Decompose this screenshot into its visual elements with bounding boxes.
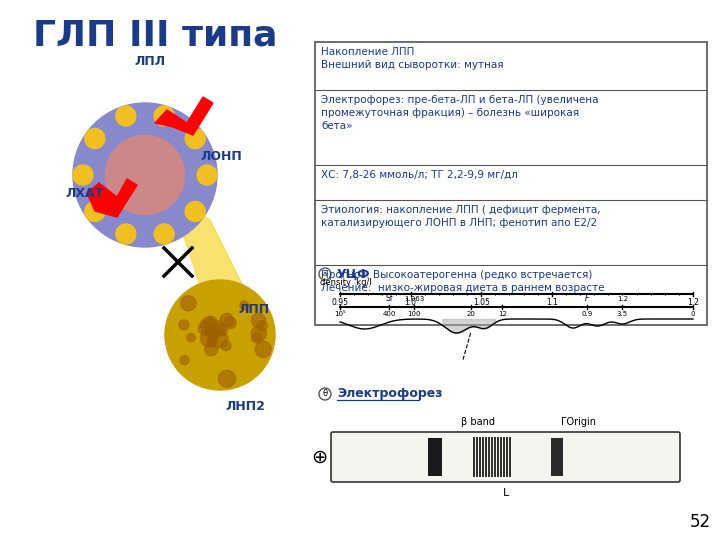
Polygon shape: [170, 195, 255, 310]
Text: 12: 12: [498, 311, 507, 317]
Circle shape: [200, 317, 217, 334]
Text: 1.1: 1.1: [546, 298, 558, 307]
Circle shape: [251, 313, 266, 327]
FancyBboxPatch shape: [491, 437, 493, 477]
Circle shape: [240, 301, 248, 310]
Circle shape: [197, 165, 217, 185]
Text: 0.95: 0.95: [331, 298, 348, 307]
Text: a: a: [323, 271, 327, 277]
Text: 52: 52: [690, 513, 711, 531]
Circle shape: [116, 106, 136, 126]
Text: ЛОНП: ЛОНП: [200, 150, 242, 163]
Circle shape: [179, 320, 189, 330]
Text: 3.5: 3.5: [617, 311, 628, 317]
Circle shape: [218, 370, 235, 387]
Text: 10⁵: 10⁵: [334, 311, 346, 317]
Circle shape: [210, 321, 225, 335]
Text: Прогноз: Высокоатерогенна (редко встречается)
Лечение:  низко-жировая диета в ра: Прогноз: Высокоатерогенна (редко встреча…: [321, 270, 605, 293]
Text: 0: 0: [690, 311, 696, 317]
Circle shape: [154, 106, 174, 126]
Text: 1.0: 1.0: [405, 298, 417, 307]
FancyBboxPatch shape: [551, 438, 563, 476]
FancyBboxPatch shape: [482, 437, 484, 477]
FancyBboxPatch shape: [479, 437, 481, 477]
Circle shape: [200, 329, 218, 347]
Circle shape: [207, 336, 217, 346]
FancyBboxPatch shape: [331, 432, 680, 482]
Circle shape: [204, 316, 217, 330]
Text: ΓOrigin: ΓOrigin: [560, 417, 595, 427]
Circle shape: [257, 320, 267, 331]
Text: ⊕: ⊕: [311, 448, 327, 467]
Circle shape: [220, 313, 233, 327]
Text: F: F: [585, 294, 589, 303]
Text: θ: θ: [323, 389, 328, 399]
Text: Электрофорез: пре-бета-ЛП и бета-ЛП (увеличена
промежуточная фракция) – болезнь : Электрофорез: пре-бета-ЛП и бета-ЛП (уве…: [321, 95, 598, 131]
Text: L: L: [503, 488, 508, 498]
FancyBboxPatch shape: [509, 437, 511, 477]
Circle shape: [116, 224, 136, 244]
Text: ЛПП: ЛПП: [238, 303, 269, 316]
Circle shape: [185, 201, 205, 221]
Circle shape: [204, 343, 218, 356]
FancyBboxPatch shape: [476, 437, 478, 477]
Text: УЦФ: УЦФ: [337, 267, 371, 280]
Circle shape: [199, 321, 212, 335]
Text: β band: β band: [461, 417, 495, 427]
Circle shape: [73, 165, 93, 185]
Circle shape: [186, 333, 195, 342]
Text: Этиология: накопление ЛПП ( дефицит фермента,
катализирующего ЛОНП в ЛНП; феноти: Этиология: накопление ЛПП ( дефицит ферм…: [321, 205, 600, 228]
Circle shape: [207, 338, 216, 346]
FancyBboxPatch shape: [500, 437, 502, 477]
Circle shape: [319, 388, 331, 400]
Text: 1.2: 1.2: [617, 296, 628, 302]
FancyBboxPatch shape: [473, 437, 475, 477]
Text: 20: 20: [466, 311, 475, 317]
FancyBboxPatch shape: [506, 437, 508, 477]
FancyBboxPatch shape: [428, 438, 442, 476]
Circle shape: [185, 129, 205, 148]
Text: 100: 100: [408, 311, 421, 317]
Circle shape: [206, 326, 219, 339]
Text: density  kg/l: density kg/l: [320, 278, 372, 287]
Circle shape: [154, 224, 174, 244]
Circle shape: [255, 341, 271, 357]
Text: ХС: 7,8-26 ммоль/л; ТГ 2,2-9,9 мг/дл: ХС: 7,8-26 ммоль/л; ТГ 2,2-9,9 мг/дл: [321, 170, 518, 180]
Text: 400: 400: [383, 311, 396, 317]
Text: Sf: Sf: [386, 294, 393, 303]
Text: ЛПЛ: ЛПЛ: [135, 55, 166, 68]
Circle shape: [85, 129, 105, 148]
Circle shape: [105, 136, 184, 214]
Text: 1.05: 1.05: [473, 298, 490, 307]
FancyBboxPatch shape: [488, 437, 490, 477]
Circle shape: [252, 333, 262, 343]
Polygon shape: [155, 97, 213, 135]
Text: ГЛП III типа: ГЛП III типа: [32, 18, 277, 52]
Circle shape: [225, 317, 236, 329]
Text: ЛНП2: ЛНП2: [225, 400, 265, 413]
Circle shape: [251, 326, 266, 341]
Circle shape: [216, 325, 228, 336]
FancyBboxPatch shape: [315, 42, 707, 325]
Circle shape: [319, 268, 331, 280]
Polygon shape: [87, 179, 137, 217]
Circle shape: [180, 356, 189, 364]
Text: 1.063: 1.063: [404, 296, 424, 302]
Text: 0.9: 0.9: [582, 311, 593, 317]
Circle shape: [73, 103, 217, 247]
Text: Электрофорез: Электрофорез: [337, 388, 442, 401]
FancyBboxPatch shape: [497, 437, 499, 477]
Circle shape: [165, 280, 275, 390]
FancyBboxPatch shape: [503, 437, 505, 477]
FancyBboxPatch shape: [485, 437, 487, 477]
Text: ЛХАТ: ЛХАТ: [65, 187, 103, 200]
Circle shape: [85, 201, 105, 221]
FancyBboxPatch shape: [494, 437, 496, 477]
Circle shape: [221, 341, 231, 350]
Text: 1.2: 1.2: [687, 298, 699, 307]
Text: Накопление ЛПП
Внешний вид сыворотки: мутная: Накопление ЛПП Внешний вид сыворотки: му…: [321, 47, 503, 70]
Circle shape: [181, 295, 196, 311]
Circle shape: [210, 330, 228, 348]
